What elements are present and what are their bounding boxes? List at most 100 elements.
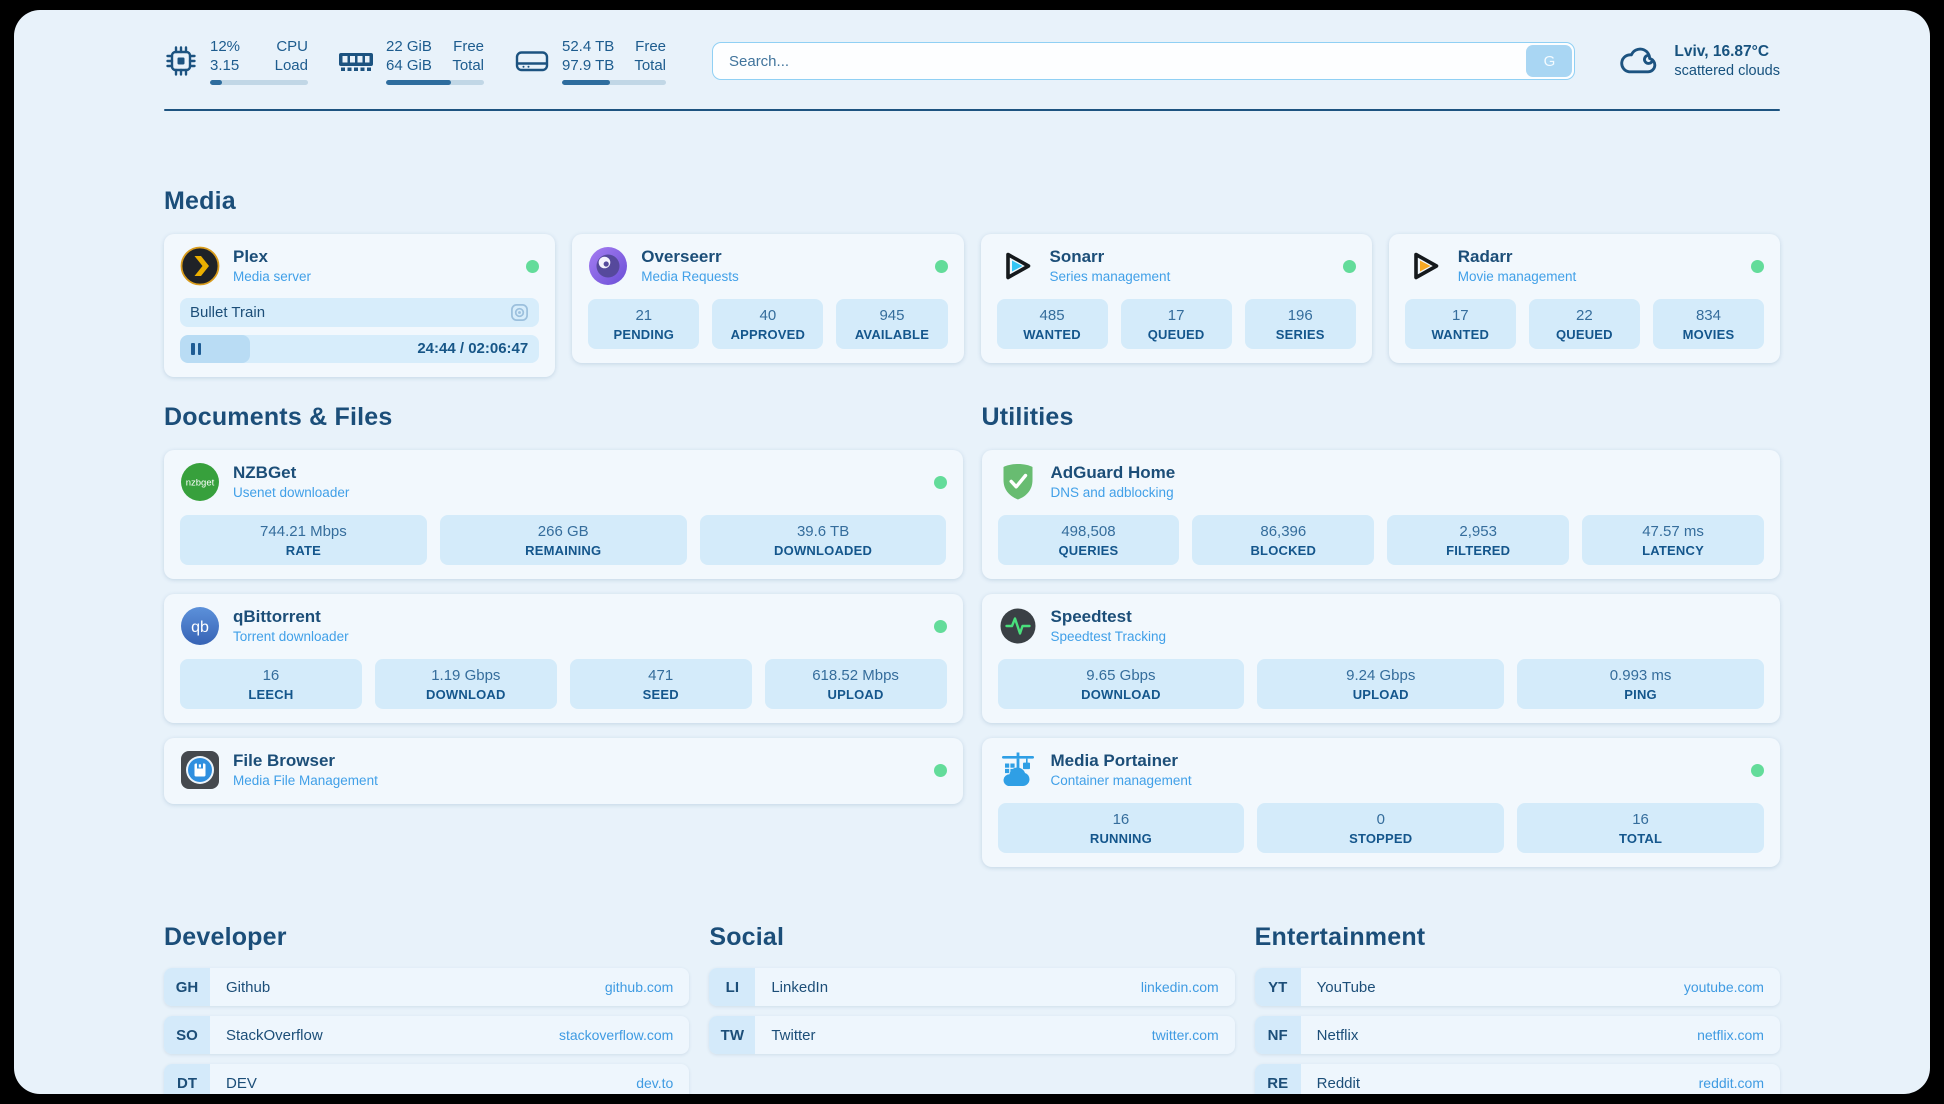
- stat-box: 0.993 ms PING: [1517, 659, 1764, 709]
- stat-label: TOTAL: [1619, 831, 1663, 846]
- playback-progressbar: 24:44 / 02:06:47: [180, 335, 540, 363]
- disk-total-label: Total: [634, 57, 666, 74]
- radarr-card[interactable]: Radarr Movie management 17 WANTED 22 QUE…: [1388, 234, 1780, 363]
- qbittorrent-card[interactable]: qb qBittorrent Torrent downloader 16 LEE…: [164, 594, 963, 723]
- cpu-widget: 12% CPU 3.15 Load: [164, 37, 308, 85]
- link-url: stackoverflow.com: [558, 1027, 674, 1043]
- link-url: reddit.com: [1698, 1075, 1764, 1091]
- plex-card[interactable]: Plex Media server Bullet Train: [164, 234, 556, 377]
- ram-total: 64 GiB: [386, 57, 432, 74]
- link-dev[interactable]: DT DEV dev.to: [164, 1064, 690, 1094]
- now-playing-row: Bullet Train: [180, 298, 540, 327]
- search-input[interactable]: [712, 42, 1576, 80]
- svg-text:nzbget: nzbget: [186, 478, 215, 489]
- app-title: Speedtest: [1050, 607, 1132, 626]
- stat-box: 17 WANTED: [1404, 299, 1516, 349]
- link-stackoverflow[interactable]: SO StackOverflow stackoverflow.com: [164, 1016, 690, 1054]
- status-online-dot: [933, 475, 947, 489]
- cpu-percent: 12%: [210, 38, 241, 55]
- stat-value: 16: [1632, 811, 1649, 828]
- stat-box: 39.6 TB DOWNLOADED: [699, 515, 947, 565]
- stat-label: UPLOAD: [1352, 687, 1409, 702]
- section-title-developer: Developer: [164, 923, 287, 951]
- speedtest-card[interactable]: Speedtest Speedtest Tracking 9.65 Gbps D…: [981, 594, 1780, 723]
- media-card-grid: Plex Media server Bullet Train: [164, 234, 1780, 377]
- topbar: 12% CPU 3.15 Load: [164, 37, 1780, 85]
- memory-widget: 22 GiB Free 64 GiB Total: [338, 37, 484, 85]
- entertainment-links: Entertainment YT YouTube youtube.com NF …: [1254, 923, 1780, 1094]
- link-url: github.com: [604, 979, 674, 995]
- status-online-dot: [933, 763, 947, 777]
- ram-total-label: Total: [452, 57, 484, 74]
- link-twitter[interactable]: TW Twitter twitter.com: [709, 1016, 1235, 1054]
- search-engine-button[interactable]: G: [1526, 45, 1573, 77]
- stat-value: 2,953: [1459, 523, 1497, 540]
- stat-label: STOPPED: [1349, 831, 1413, 846]
- sonarr-card[interactable]: Sonarr Series management 485 WANTED 17 Q…: [980, 234, 1372, 363]
- stat-box: 1.19 Gbps DOWNLOAD: [374, 659, 557, 709]
- link-youtube[interactable]: YT YouTube youtube.com: [1254, 968, 1780, 1006]
- portainer-icon: [998, 750, 1038, 790]
- adguard-card[interactable]: AdGuard Home DNS and adblocking 498,508 …: [981, 450, 1780, 579]
- app-title: NZBGet: [233, 463, 297, 482]
- portainer-card[interactable]: Media Portainer Container management 16 …: [981, 738, 1780, 867]
- cpu-label: CPU: [276, 38, 308, 55]
- stat-value: 47.57 ms: [1642, 523, 1704, 540]
- stat-box: 86,396 BLOCKED: [1192, 515, 1375, 565]
- filebrowser-icon: [180, 750, 220, 790]
- link-name: StackOverflow: [226, 1026, 323, 1044]
- link-url: youtube.com: [1683, 979, 1764, 995]
- link-url: twitter.com: [1151, 1027, 1219, 1043]
- section-title-entertainment: Entertainment: [1254, 923, 1426, 951]
- stat-label: PING: [1624, 687, 1657, 702]
- stat-box: 40 APPROVED: [712, 299, 824, 349]
- app-subtitle: Media File Management: [233, 773, 378, 788]
- status-online-dot: [934, 259, 948, 273]
- developer-links: Developer GH Github github.com SO StackO…: [164, 923, 690, 1094]
- link-linkedin[interactable]: LI LinkedIn linkedin.com: [709, 968, 1235, 1006]
- status-online-dot: [1751, 763, 1764, 777]
- app-title: File Browser: [233, 751, 336, 770]
- stat-label: AVAILABLE: [854, 327, 930, 342]
- stat-box: 945 AVAILABLE: [836, 299, 948, 349]
- stat-label: BLOCKED: [1250, 543, 1317, 558]
- cpu-load: 3.15: [210, 57, 240, 74]
- link-github[interactable]: GH Github github.com: [164, 968, 690, 1006]
- app-subtitle: Series management: [1049, 269, 1171, 284]
- app-title: AdGuard Home: [1050, 463, 1176, 482]
- stat-value: 17: [1451, 307, 1469, 324]
- stat-label: DOWNLOAD: [1081, 687, 1161, 702]
- stat-value: 9.65 Gbps: [1086, 667, 1156, 684]
- stat-label: QUEUED: [1147, 327, 1205, 342]
- stat-value: 834: [1695, 307, 1721, 324]
- stat-box: 485 WANTED: [996, 299, 1108, 349]
- stat-box: 0 STOPPED: [1257, 803, 1505, 853]
- app-title: Sonarr: [1049, 247, 1105, 266]
- app-subtitle: Container management: [1050, 773, 1192, 788]
- stat-value: 21: [635, 307, 653, 324]
- link-name: YouTube: [1316, 978, 1376, 996]
- link-badge: YT: [1254, 968, 1301, 1006]
- stat-label: UPLOAD: [827, 687, 884, 702]
- overseerr-icon: [588, 246, 628, 286]
- filebrowser-card[interactable]: File Browser Media File Management: [164, 738, 963, 804]
- link-netflix[interactable]: NF Netflix netflix.com: [1254, 1016, 1780, 1054]
- app-subtitle: Media server: [233, 269, 312, 284]
- stat-box: 498,508 QUERIES: [997, 515, 1180, 565]
- stat-value: 266 GB: [537, 523, 589, 540]
- now-playing-title: Bullet Train: [190, 304, 266, 321]
- system-stats: 12% CPU 3.15 Load: [164, 37, 666, 85]
- nzbget-card[interactable]: nzbget NZBGet Usenet downloader 744.21 M…: [164, 450, 963, 579]
- disk-icon: [514, 47, 550, 75]
- stat-value: 196: [1287, 307, 1313, 324]
- stat-box: 618.52 Mbps UPLOAD: [764, 659, 947, 709]
- section-title-social: Social: [709, 923, 785, 951]
- overseerr-card[interactable]: Overseerr Media Requests 21 PENDING 40 A…: [572, 234, 964, 363]
- app-subtitle: Torrent downloader: [233, 629, 349, 644]
- speedtest-icon: [998, 606, 1038, 646]
- stat-value: 485: [1039, 307, 1065, 324]
- section-title-media: Media: [164, 187, 236, 215]
- link-reddit[interactable]: RE Reddit reddit.com: [1254, 1064, 1780, 1094]
- stat-label: SEED: [642, 687, 679, 702]
- app-subtitle: Media Requests: [641, 269, 739, 284]
